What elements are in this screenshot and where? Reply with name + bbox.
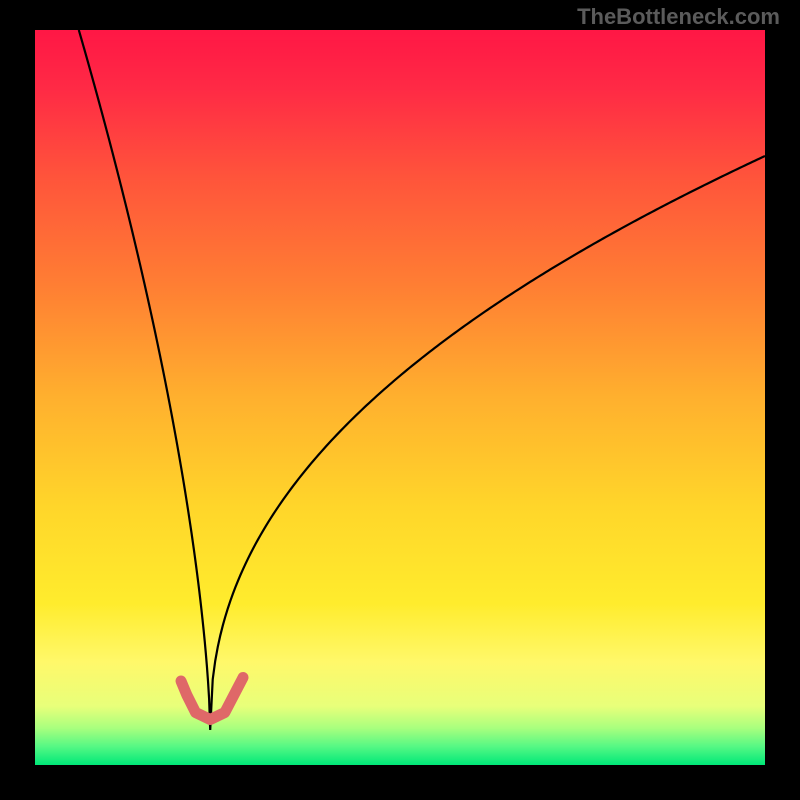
watermark-text: TheBottleneck.com	[577, 4, 780, 30]
plot-background	[35, 30, 765, 765]
chart-canvas: TheBottleneck.com	[0, 0, 800, 800]
chart-svg	[0, 0, 800, 800]
